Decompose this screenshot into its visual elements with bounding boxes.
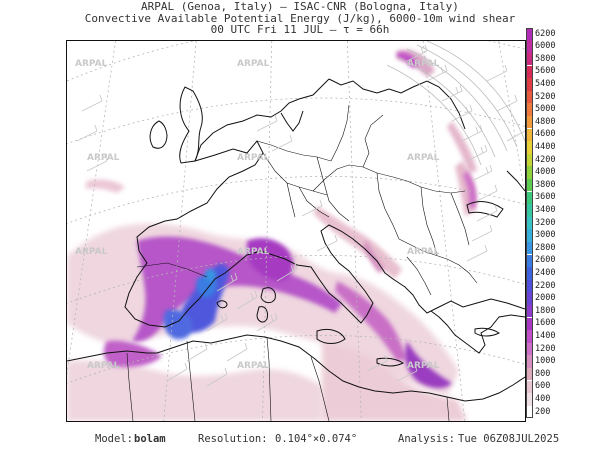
colorbar-tick-label: 1200 [535, 343, 556, 354]
chart-title: ARPAL (Genoa, Italy) – ISAC-CNR (Bologna… [0, 1, 600, 36]
colorbar-swatch [526, 317, 533, 331]
colorbar-tick-label: 3200 [535, 217, 556, 228]
colorbar-swatch [526, 279, 533, 293]
colorbar-swatch [526, 65, 533, 79]
colorbar-tick-label: 4400 [535, 141, 556, 152]
watermark-11: ARPAL [237, 361, 270, 371]
colorbar-tick-label: 4000 [535, 167, 556, 178]
map-panel: ARPAL ARPAL ARPAL ARPAL ARPAL ARPAL ARPA… [66, 40, 526, 422]
colorbar-swatch [526, 115, 533, 129]
colorbar-swatch [526, 405, 533, 419]
watermark-10: ARPAL [87, 361, 120, 371]
colorbar-swatch [526, 27, 533, 41]
watermark-1: ARPAL [75, 59, 108, 69]
resolution-label: Resolution: [198, 433, 268, 445]
colorbar-swatch [526, 78, 533, 91]
wind-shear-arc [386, 41, 525, 166]
colorbar-swatch [526, 292, 533, 305]
colorbar-tick-label: 400 [535, 393, 551, 404]
colorbar-swatch [526, 380, 533, 394]
colorbar-swatch [526, 342, 533, 356]
watermark-9: ARPAL [407, 247, 440, 257]
colorbar-tick-label: 3600 [535, 192, 556, 203]
watermark-6: ARPAL [407, 153, 440, 163]
colorbar-swatch [526, 229, 533, 242]
title-line-1: ARPAL (Genoa, Italy) – ISAC-CNR (Bologna… [141, 0, 459, 13]
watermark-12: ARPAL [407, 361, 440, 371]
watermark-8: ARPAL [237, 247, 270, 257]
colorbar-swatch [526, 267, 533, 280]
colorbar-swatch [526, 52, 533, 66]
colorbar-swatch [526, 166, 533, 179]
colorbar-swatch [526, 141, 533, 154]
model-value: bolam [134, 433, 166, 445]
analysis-label: Analysis: [398, 433, 455, 445]
colorbar-swatch [526, 254, 533, 268]
colorbar-tick-label: 3800 [535, 179, 556, 190]
colorbar-swatch [526, 128, 533, 142]
colorbar-tick-label: 5800 [535, 53, 556, 64]
colorbar-tick-label: 4200 [535, 154, 556, 165]
model-label: Model: [95, 433, 133, 445]
map-canvas [67, 41, 525, 421]
colorbar-tick-label: 3000 [535, 230, 556, 241]
colorbar-swatch [526, 153, 533, 167]
colorbar-tick-label: 3400 [535, 204, 556, 215]
colorbar-tick-label: 6200 [535, 28, 556, 39]
colorbar-tick-label: 1400 [535, 330, 556, 341]
colorbar-tick-label: 2400 [535, 267, 556, 278]
colorbar-swatch [526, 304, 533, 318]
colorbar-swatch [526, 241, 533, 255]
colorbar-swatch [526, 355, 533, 368]
colorbar-frame [526, 27, 533, 419]
colorbar-tick-label: 5000 [535, 104, 556, 115]
colorbar-swatch [526, 103, 533, 116]
analysis-value: Tue 06Z08JUL2025 [458, 433, 560, 445]
title-line-2: Convective Available Potential Energy (J… [84, 11, 516, 25]
watermark-3: ARPAL [407, 59, 440, 69]
colorbar-tick-label: 600 [535, 381, 551, 392]
colorbar-swatch [526, 330, 533, 343]
colorbar-tick-label: 2600 [535, 255, 556, 266]
colorbar-swatch [526, 191, 533, 205]
colorbar-tick-label: 4800 [535, 116, 556, 127]
colorbar-swatch [526, 216, 533, 230]
colorbar-tick-label: 6000 [535, 41, 556, 52]
colorbar-swatch [526, 40, 533, 53]
resolution-value: 0.104°×0.074° [275, 433, 358, 445]
graticule [67, 41, 525, 421]
colorbar-tick-label: 200 [535, 406, 551, 417]
colorbar-swatch [526, 90, 533, 104]
colorbar-tick-label: 5600 [535, 66, 556, 77]
colorbar-tick-label: 1600 [535, 318, 556, 329]
colorbar-legend: 200 400 600 800 1000 1200 1400 1600 1800 2000 2200… [526, 27, 576, 422]
colorbar-tick-label: 2200 [535, 280, 556, 291]
watermark-2: ARPAL [237, 59, 270, 69]
colorbar-tick-label: 1800 [535, 305, 556, 316]
colorbar-tick-label: 4600 [535, 129, 556, 140]
colorbar-swatch [526, 204, 533, 217]
colorbar-tick-label: 2800 [535, 242, 556, 253]
watermark-5: ARPAL [237, 153, 270, 163]
colorbar-tick-label: 2000 [535, 293, 556, 304]
title-line-3: 00 UTC Fri 11 JUL – τ = 66h [210, 23, 390, 36]
colorbar-tick-label: 5200 [535, 91, 556, 102]
colorbar-tick-label: 5400 [535, 78, 556, 89]
cape-shading [67, 49, 477, 421]
country-borders [126, 104, 478, 421]
watermark-4: ARPAL [87, 153, 120, 163]
colorbar-tick-label: 800 [535, 368, 551, 379]
watermark-7: ARPAL [75, 247, 108, 257]
colorbar-tick-label: 1000 [535, 356, 556, 367]
colorbar-swatch [526, 367, 533, 381]
colorbar-swatch [526, 393, 533, 406]
colorbar-swatch [526, 178, 533, 192]
